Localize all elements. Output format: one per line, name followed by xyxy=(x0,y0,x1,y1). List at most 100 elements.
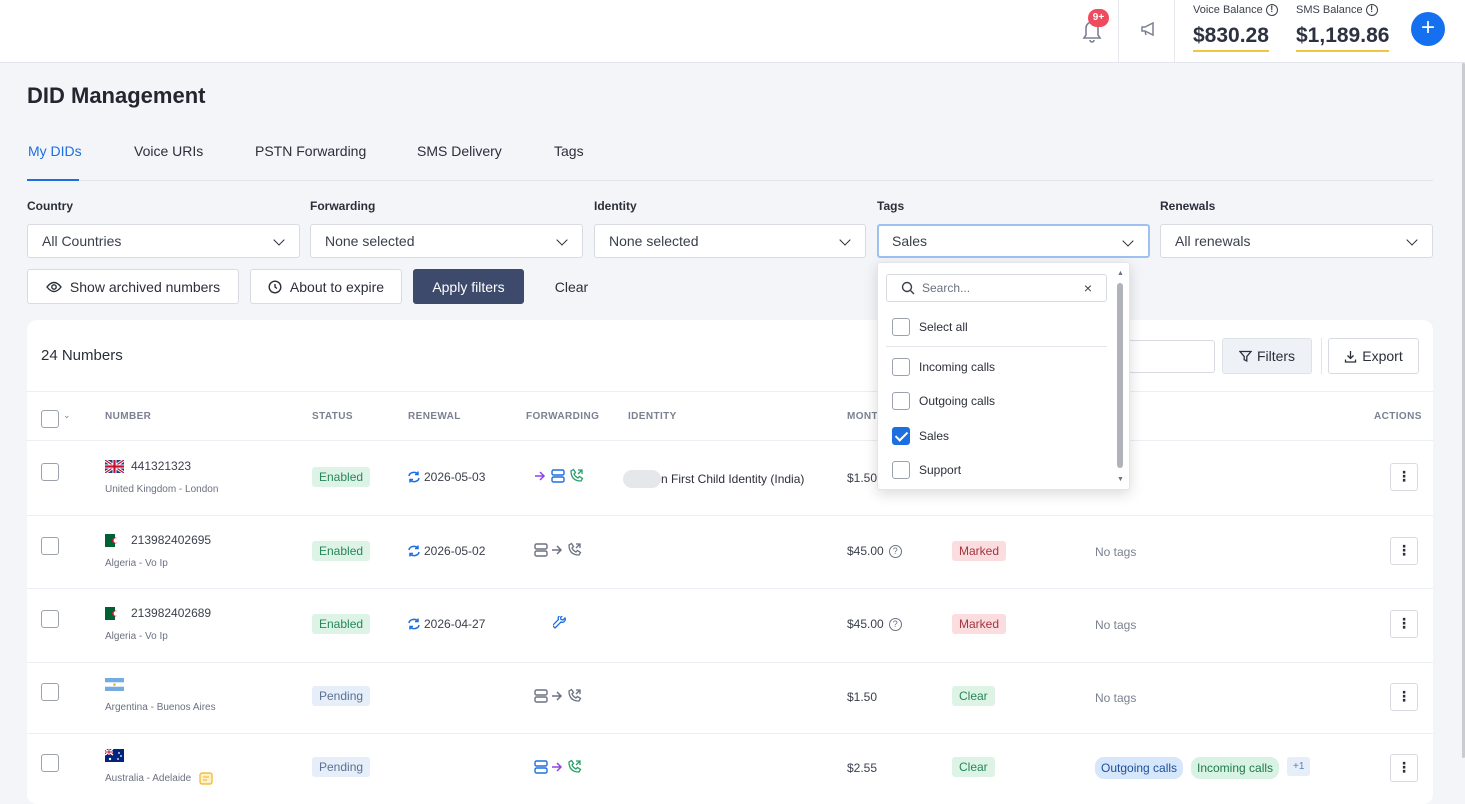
row-checkbox[interactable] xyxy=(41,683,59,701)
forwarding-select[interactable]: None selected xyxy=(310,224,583,258)
row-actions-button[interactable]: ⋮ xyxy=(1390,754,1418,782)
option-checkbox[interactable] xyxy=(892,358,910,376)
tags-select[interactable]: Sales xyxy=(877,224,1150,258)
header-status[interactable]: STATUS xyxy=(312,411,353,422)
add-button[interactable]: + xyxy=(1411,12,1445,46)
tag-option-sales[interactable]: Sales xyxy=(892,426,949,446)
tags-cell: No tags xyxy=(1095,545,1137,559)
monthly-cost-value: $1.50 xyxy=(847,690,878,704)
row-checkbox[interactable] xyxy=(41,463,59,481)
tab-sms-delivery[interactable]: SMS Delivery xyxy=(417,143,502,159)
table-row[interactable]: 213982402695 Algeria - Vo Ip Enabled 202… xyxy=(27,516,1433,589)
sms-balance[interactable]: SMS Balance! $1,189.86 xyxy=(1296,4,1390,60)
sms-balance-value: $1,189.86 xyxy=(1296,24,1390,52)
country-select[interactable]: All Countries xyxy=(27,224,300,258)
note-icon[interactable] xyxy=(199,772,213,785)
top-bar: 9+ Voice Balance! $830.28 SMS Balance! $… xyxy=(0,0,1465,63)
apply-filters-button[interactable]: Apply filters xyxy=(413,269,524,304)
tag-option-outgoing-calls[interactable]: Outgoing calls xyxy=(892,391,995,411)
tag-more-badge[interactable]: +1 xyxy=(1287,757,1311,776)
tab-pstn-forwarding[interactable]: PSTN Forwarding xyxy=(255,143,367,159)
voice-balance[interactable]: Voice Balance! $830.28 xyxy=(1193,4,1278,60)
forwarding-icons xyxy=(535,468,584,483)
show-archived-button[interactable]: Show archived numbers xyxy=(27,269,239,304)
header-renewal[interactable]: RENEWAL xyxy=(408,411,461,422)
monthly-cost-value: $1.50 xyxy=(847,471,878,485)
export-button[interactable]: Export xyxy=(1328,338,1419,374)
country-value: All Countries xyxy=(42,233,122,249)
close-icon[interactable]: × xyxy=(1083,280,1092,296)
argentina-flag-icon xyxy=(105,678,124,691)
monthly-cost-value: $45.00 xyxy=(847,617,884,631)
clock-icon xyxy=(268,279,282,294)
chevron-down-icon[interactable]: ⌄ xyxy=(63,410,71,420)
row-checkbox[interactable] xyxy=(41,610,59,628)
search-icon xyxy=(901,281,915,295)
forwarding-icons xyxy=(534,688,582,703)
tags-cell: No tags xyxy=(1095,618,1137,632)
mark-badge: Marked xyxy=(952,614,1007,634)
renewals-value: All renewals xyxy=(1175,233,1251,249)
option-label: Outgoing calls xyxy=(919,394,996,408)
renewal-date: 2026-05-02 xyxy=(407,544,485,558)
filters-button-label: Filters xyxy=(1256,348,1296,364)
scroll-up-arrow-icon[interactable]: ▲ xyxy=(1117,270,1124,277)
phone-number: 441321323 xyxy=(131,459,192,473)
tag-option-incoming-calls[interactable]: Incoming calls xyxy=(892,357,995,377)
select-all-option[interactable]: Select all xyxy=(892,317,968,337)
tag-outgoing-calls[interactable]: Outgoing calls xyxy=(1095,757,1184,779)
select-all-checkbox[interactable] xyxy=(892,318,910,336)
eye-icon xyxy=(46,281,62,292)
tab-voice-uris[interactable]: Voice URIs xyxy=(134,143,204,159)
filters-button[interactable]: Filters xyxy=(1222,338,1312,374)
row-checkbox[interactable] xyxy=(41,537,59,555)
row-actions-button[interactable]: ⋮ xyxy=(1390,683,1418,711)
tag-option-support[interactable]: Support xyxy=(892,460,961,480)
about-to-expire-button[interactable]: About to expire xyxy=(250,269,402,304)
monthly-cost: $1.50 xyxy=(847,690,877,704)
number-location: Algeria - Vo Ip xyxy=(105,558,168,569)
header-forwarding[interactable]: FORWARDING xyxy=(526,411,600,422)
renewals-select[interactable]: All renewals xyxy=(1160,224,1433,258)
table-row[interactable]: Argentina - Buenos Aires Pending $1.50 C… xyxy=(27,663,1433,734)
clear-filters-button[interactable]: Clear xyxy=(554,278,589,295)
tab-tags[interactable]: Tags xyxy=(554,143,584,159)
identity-value: None selected xyxy=(609,233,699,249)
option-label: Incoming calls xyxy=(919,360,996,374)
tags-search-input[interactable]: Search... × xyxy=(886,274,1107,302)
identity-select[interactable]: None selected xyxy=(594,224,866,258)
dropdown-scrollbar[interactable] xyxy=(1117,283,1123,468)
active-tab-indicator xyxy=(27,179,79,181)
scroll-down-arrow-icon[interactable]: ▼ xyxy=(1117,476,1124,483)
row-actions-button[interactable]: ⋮ xyxy=(1390,537,1418,565)
option-checkbox[interactable] xyxy=(892,392,910,410)
row-actions-button[interactable]: ⋮ xyxy=(1390,610,1418,638)
header-identity[interactable]: IDENTITY xyxy=(628,411,677,422)
megaphone-icon[interactable] xyxy=(1138,18,1160,40)
select-all-rows-checkbox[interactable] xyxy=(41,410,59,428)
help-icon[interactable]: ? xyxy=(888,544,902,558)
monthly-cost: $45.00? xyxy=(847,544,902,558)
row-checkbox[interactable] xyxy=(41,754,59,772)
identity-name: n First Child Identity (India) xyxy=(661,472,805,486)
table-row[interactable]: 213982402689 Algeria - Vo Ip Enabled 202… xyxy=(27,589,1433,663)
header-number[interactable]: NUMBER xyxy=(105,411,152,422)
tab-my-dids[interactable]: My DIDs xyxy=(28,143,82,159)
option-checkbox-checked[interactable] xyxy=(892,427,910,445)
table-row[interactable]: 441321323 United Kingdom - London Enable… xyxy=(27,442,1433,516)
page-scrollbar[interactable] xyxy=(1462,63,1465,758)
tags-label: Tags xyxy=(877,199,905,213)
number-location: Australia - Adelaide xyxy=(105,773,192,784)
status-badge: Pending xyxy=(312,757,371,777)
tags-cell: No tags xyxy=(1095,691,1137,705)
renewal-date-text: 2026-04-27 xyxy=(424,617,486,631)
voice-balance-value: $830.28 xyxy=(1193,24,1269,52)
table-row[interactable]: Australia - Adelaide Pending $2.55 Clear… xyxy=(27,734,1433,804)
header-monthly[interactable]: MONT xyxy=(847,411,879,422)
algeria-flag-icon xyxy=(105,607,124,620)
table-search-input[interactable] xyxy=(1117,340,1215,373)
option-checkbox[interactable] xyxy=(892,461,910,479)
tag-incoming-calls[interactable]: Incoming calls xyxy=(1191,757,1280,779)
row-actions-button[interactable]: ⋮ xyxy=(1390,463,1418,491)
help-icon[interactable]: ? xyxy=(888,617,902,631)
